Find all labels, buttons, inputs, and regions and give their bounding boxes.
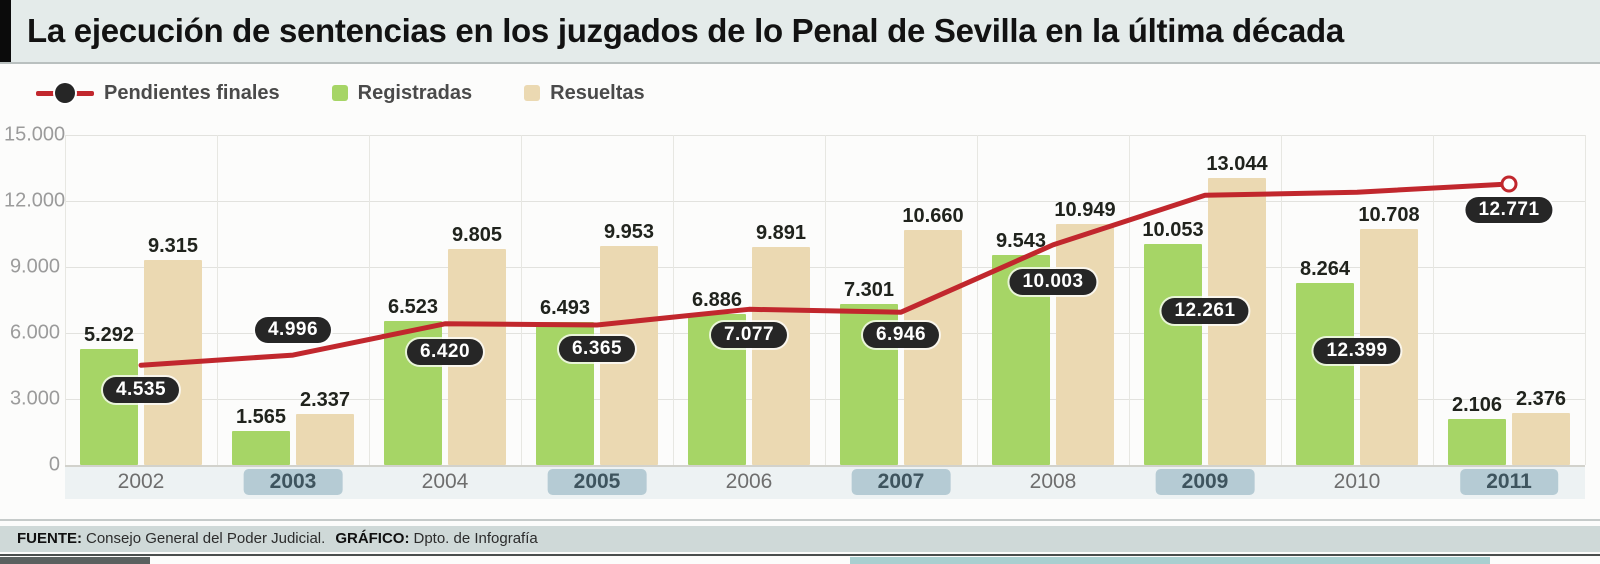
bar-resueltas-2003	[296, 413, 354, 465]
bar-label-registradas: 2.106	[1451, 393, 1503, 416]
title-divider	[0, 62, 1600, 64]
gridline-v	[65, 135, 66, 465]
bar-registradas-2002	[80, 348, 138, 465]
pendientes-pill-2011: 12.771	[1465, 197, 1553, 224]
bar-label-resueltas: 13.044	[1206, 153, 1268, 176]
legend-swatch-resueltas	[524, 85, 541, 101]
graphic-text: Dpto. de Infografía	[413, 530, 538, 547]
x-axis-line	[65, 465, 1585, 467]
source-footer: FUENTE: Consejo General del Poder Judicia…	[0, 526, 1600, 552]
pendientes-pill-2004: 6.420	[406, 338, 484, 365]
source-text: Consejo General del Poder Judicial.	[86, 530, 326, 547]
bar-label-resueltas: 2.337	[299, 388, 351, 411]
pendientes-pill-2005: 6.365	[558, 335, 636, 362]
footer-divider	[0, 519, 1600, 521]
ytick-label: 3.000	[9, 387, 60, 410]
bar-label-resueltas: 10.660	[902, 205, 964, 228]
gridline-v	[977, 135, 978, 465]
cropped-next-section-border	[0, 554, 1600, 556]
line-end-marker-icon	[1500, 175, 1518, 193]
bar-resueltas-2006	[752, 247, 810, 465]
legend-item-pendientes: Pendientes finales	[36, 82, 280, 105]
legend-label-pendientes: Pendientes finales	[104, 81, 280, 104]
source-label: FUENTE:	[17, 530, 82, 547]
bar-label-registradas: 7.301	[843, 279, 895, 302]
legend-item-registradas: Registradas	[331, 81, 473, 105]
bar-label-resueltas: 9.891	[755, 222, 807, 245]
pendientes-pill-2010: 12.399	[1313, 338, 1401, 365]
chart-legend: Pendientes finales Registradas Resueltas	[36, 78, 645, 108]
x-axis-label-2009: 2009	[1155, 469, 1255, 495]
line-marker-icon	[36, 82, 94, 104]
bar-label-resueltas: 9.953	[603, 221, 655, 244]
bar-registradas-2011	[1448, 418, 1506, 465]
bar-resueltas-2002	[144, 260, 202, 465]
ytick-label: 0	[48, 453, 60, 476]
legend-dot-icon	[55, 83, 75, 103]
gridline-v	[1585, 135, 1586, 465]
page-title: La ejecución de sentencias en los juzgad…	[27, 12, 1344, 49]
bar-label-resueltas: 9.315	[147, 235, 199, 258]
bar-label-registradas: 1.565	[235, 405, 287, 428]
legend-swatch-registradas	[331, 85, 348, 101]
pendientes-pill-2003: 4.996	[254, 317, 332, 344]
title-accent-bar	[0, 0, 11, 62]
bar-label-registradas: 10.053	[1142, 218, 1204, 241]
x-axis-label-2007: 2007	[851, 469, 951, 495]
x-axis-label-2005: 2005	[547, 469, 647, 495]
graphic-label: GRÁFICO:	[335, 530, 410, 547]
bar-registradas-2010	[1296, 283, 1354, 465]
bar-label-resueltas: 9.805	[451, 224, 503, 247]
pendientes-pill-2007: 6.946	[862, 322, 940, 349]
bar-label-registradas: 6.886	[691, 288, 743, 311]
x-axis-label-2002: 2002	[117, 470, 165, 493]
legend-label-registradas: Registradas	[357, 81, 473, 104]
bar-label-registradas: 8.264	[1299, 258, 1351, 281]
bar-label-registradas: 5.292	[83, 323, 135, 346]
pendientes-pill-2002: 4.535	[102, 377, 180, 404]
cropped-next-section-dark	[0, 557, 150, 564]
bar-resueltas-2011	[1512, 412, 1570, 465]
bar-label-resueltas: 10.708	[1358, 204, 1420, 227]
x-axis-label-2008: 2008	[1029, 470, 1077, 493]
legend-item-resueltas: Resueltas	[524, 82, 645, 105]
pendientes-pill-2008: 10.003	[1009, 268, 1097, 295]
bar-label-registradas: 6.493	[539, 297, 591, 320]
bar-resueltas-2008	[1056, 224, 1114, 465]
pendientes-pill-2009: 12.261	[1161, 298, 1249, 325]
pendientes-pill-2006: 7.077	[710, 322, 788, 349]
ytick-label: 15.000	[4, 123, 66, 146]
x-axis-label-2010: 2010	[1333, 470, 1381, 493]
bar-label-resueltas: 10.949	[1054, 199, 1116, 222]
title-bar: La ejecución de sentencias en los juzgad…	[0, 0, 1600, 62]
bar-label-resueltas: 2.376	[1515, 387, 1567, 410]
bar-registradas-2009	[1144, 243, 1202, 465]
legend-label-resueltas: Resueltas	[550, 81, 645, 104]
ytick-label: 12.000	[4, 189, 66, 212]
x-axis-label-2003: 2003	[243, 469, 343, 495]
bar-label-registradas: 6.523	[387, 296, 439, 319]
ytick-label: 6.000	[9, 321, 60, 344]
bar-label-registradas: 9.543	[995, 230, 1047, 253]
x-axis-label-2004: 2004	[421, 470, 469, 493]
x-axis-label-2011: 2011	[1460, 469, 1558, 495]
gridline-v	[1281, 135, 1282, 465]
gridline-v	[1129, 135, 1130, 465]
x-axis-label-2006: 2006	[725, 470, 773, 493]
bar-registradas-2003	[232, 430, 290, 465]
cropped-next-section-teal	[850, 557, 1490, 564]
ytick-label: 9.000	[9, 255, 60, 278]
